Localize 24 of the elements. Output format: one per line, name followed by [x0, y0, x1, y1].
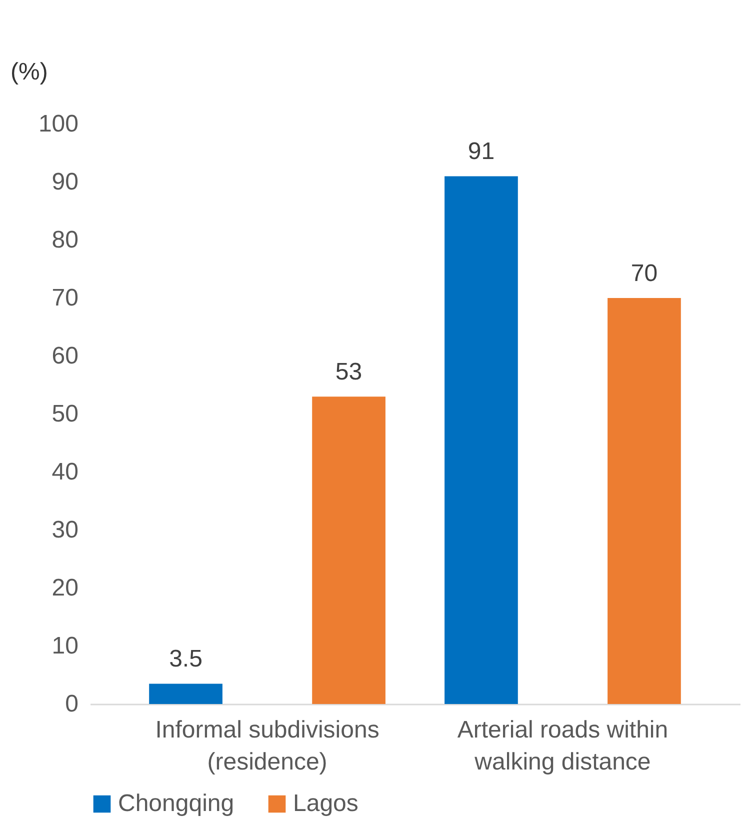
bar: [149, 684, 222, 704]
data-label: 70: [630, 260, 658, 287]
y-tick-label: 80: [52, 226, 78, 254]
x-tick-label: Arterial roads within walking distance: [457, 716, 668, 776]
data-label: 91: [468, 138, 495, 166]
y-tick-label: 90: [52, 168, 78, 196]
y-tick-label: 20: [52, 574, 78, 602]
y-tick-label: 30: [52, 516, 78, 544]
x-tick-label: Informal subdivisions (residence): [155, 716, 380, 776]
y-tick-label: 10: [52, 632, 78, 660]
bar: [312, 396, 386, 704]
y-tick-label: 70: [52, 284, 78, 312]
y-axis-title: (%): [10, 58, 48, 86]
data-label: 53: [335, 358, 362, 386]
y-tick-label: 0: [65, 690, 78, 718]
legend-label: Chongqing: [118, 790, 234, 817]
bar: [444, 176, 518, 704]
y-tick-label: 60: [52, 342, 78, 370]
data-label: 3.5: [169, 646, 202, 673]
bar: [608, 298, 681, 704]
y-tick-label: 100: [38, 110, 78, 138]
legend-label: Lagos: [293, 790, 358, 817]
y-tick-label: 50: [52, 400, 78, 428]
y-tick-label: 40: [52, 458, 78, 486]
